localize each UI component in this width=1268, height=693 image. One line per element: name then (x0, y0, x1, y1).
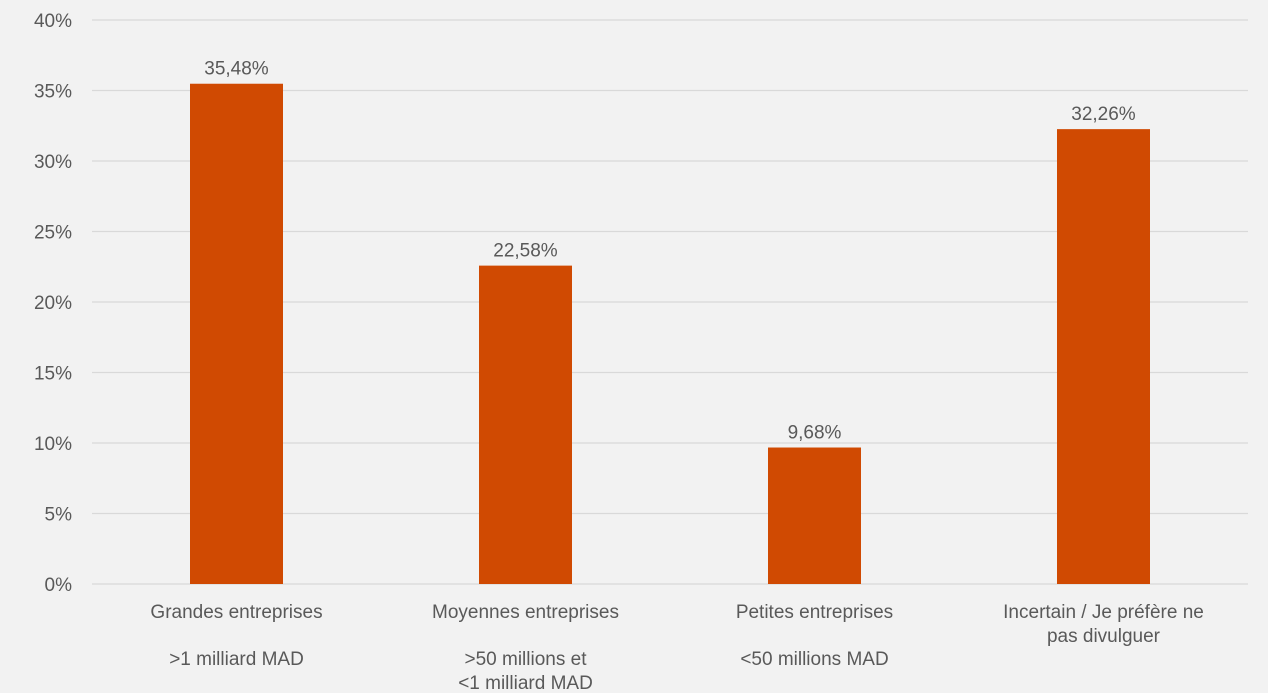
y-tick-label: 5% (45, 505, 73, 526)
y-tick-label: 30% (34, 152, 72, 173)
x-tick-sublabel: >50 millions et (465, 649, 588, 670)
y-tick-label: 40% (34, 11, 72, 32)
bar (1057, 129, 1150, 584)
data-label: 9,68% (788, 423, 842, 444)
x-tick-label: Grandes entreprises (150, 602, 322, 623)
x-tick-sublabel: >1 milliard MAD (169, 649, 304, 670)
data-label: 35,48% (204, 59, 269, 80)
x-tick-label: Petites entreprises (736, 602, 893, 623)
bar (768, 447, 861, 584)
y-tick-label: 35% (34, 82, 72, 103)
y-tick-label: 10% (34, 434, 72, 455)
y-tick-label: 15% (34, 364, 72, 385)
bar (190, 83, 283, 585)
x-tick-label: pas divulguer (1047, 626, 1161, 647)
y-tick-label: 20% (34, 293, 72, 314)
y-tick-label: 0% (45, 575, 73, 596)
x-tick-label: Incertain / Je préfère ne (1003, 602, 1204, 623)
y-tick-label: 25% (34, 223, 72, 244)
bar (479, 265, 572, 584)
x-tick-sublabel: <50 millions MAD (740, 649, 888, 670)
x-tick-label: Moyennes entreprises (432, 602, 619, 623)
data-label: 32,26% (1071, 104, 1136, 125)
x-tick-sublabel: <1 milliard MAD (458, 673, 593, 693)
data-label: 22,58% (493, 241, 558, 262)
